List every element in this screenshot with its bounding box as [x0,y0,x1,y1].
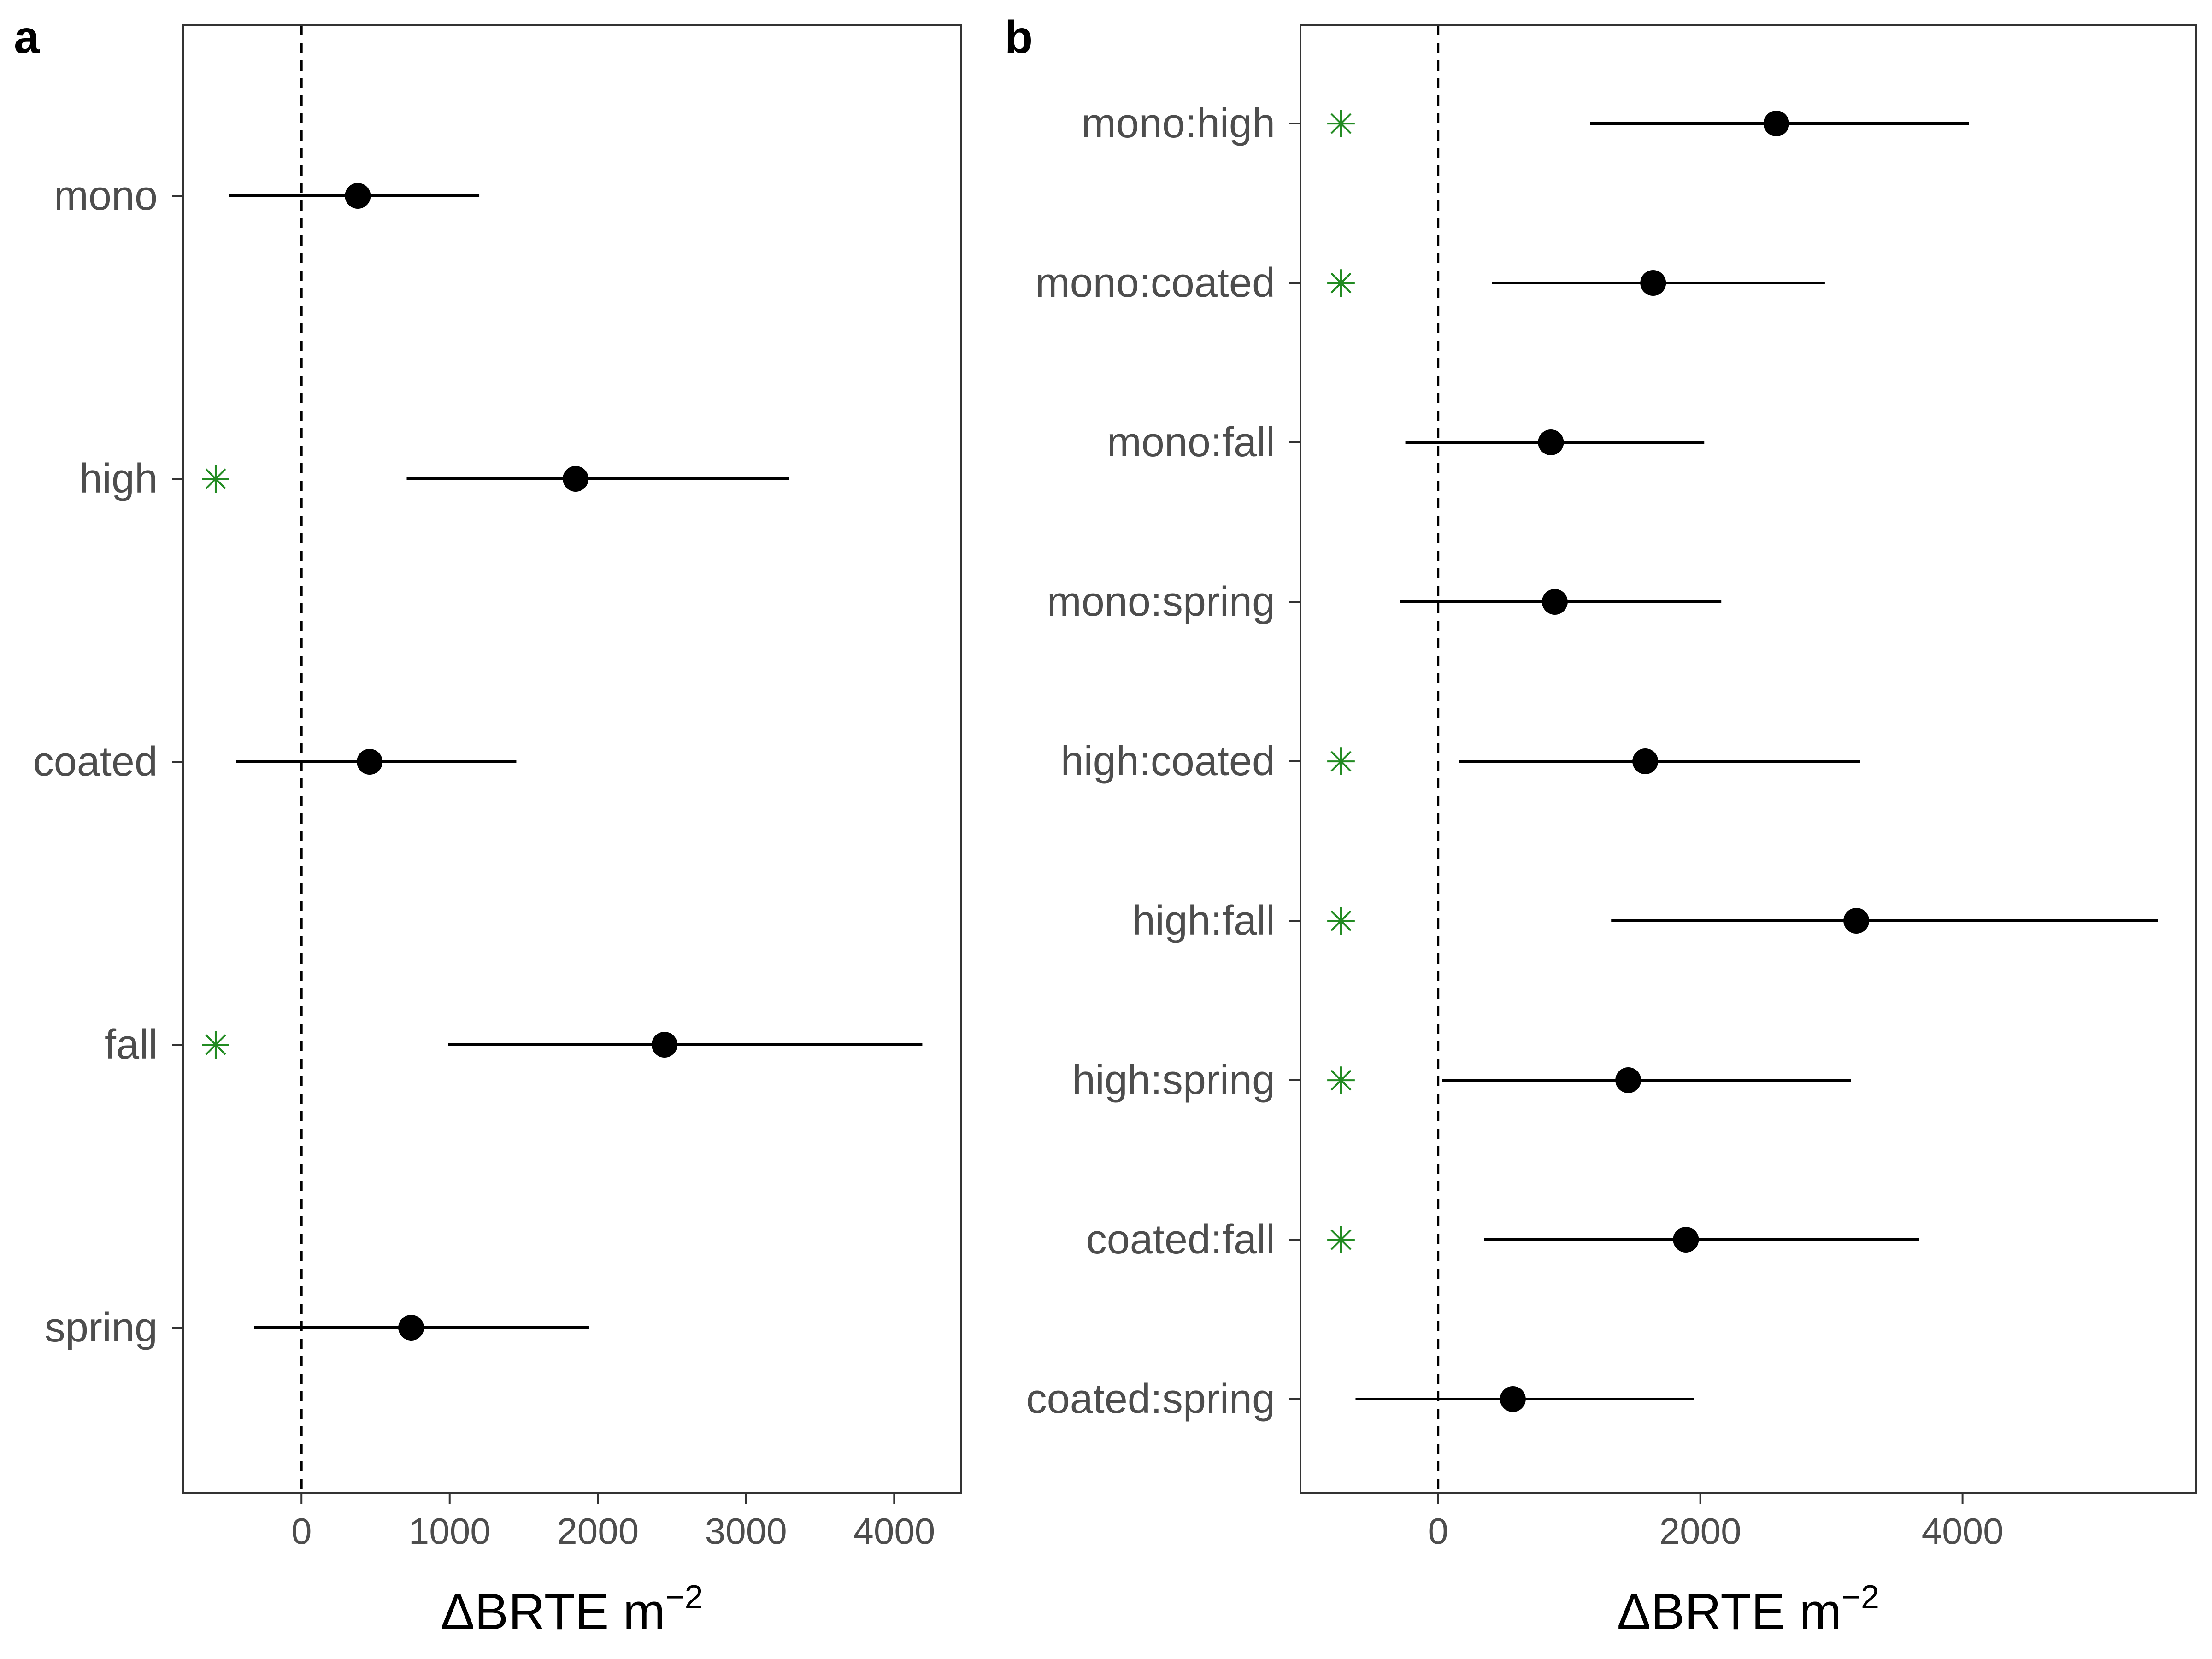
panel-b-category-axis: mono:high mono:coated mono:fall mono:spring… [1026,100,1300,1422]
panel-b-point [1615,1067,1641,1093]
panel-b-x-tick-label: 4000 [1922,1511,2004,1552]
panel-a-x-axis: 0 1000 2000 3000 4000 [291,1493,935,1552]
panel-b-x-tick-label: 2000 [1659,1511,1741,1552]
panel-b-significance-star: ✳ [1325,1219,1357,1263]
panel-a-category-label: fall [105,1022,158,1068]
panel-b-point [1541,589,1568,615]
panel-a-points [345,183,677,1341]
panel-a-tag: a [14,12,40,63]
panel-b-point [1673,1227,1699,1253]
panel-b-point [1843,908,1870,934]
panel-b-significance-star: ✳ [1325,900,1357,944]
panel-b-category-label: mono:high [1082,100,1275,147]
panel-b-category-label: mono:fall [1107,419,1275,465]
panel-a-significance-star: ✳ [200,458,232,502]
panel-a-x-axis-title-superscript: −2 [665,1579,703,1616]
panel-a-x-tick-label: 1000 [409,1511,491,1552]
panel-b-x-axis-title-text: ΔBRTE m [1617,1583,1841,1640]
panel-a-category-label: spring [45,1305,158,1351]
panel-a-point [563,466,589,492]
panel-b-significance-star: ✳ [1325,262,1357,306]
panel-a-category-label: mono [54,173,158,219]
panel-b-tag: b [1005,12,1033,63]
panel-b-point [1500,1386,1526,1412]
panel-b-significance-star: ✳ [1325,741,1357,784]
panel-a-significance-markers: ✳✳ [200,458,232,1068]
panel-a-point [345,183,371,209]
panel-b-point [1640,270,1666,296]
panel-b-category-label: high:fall [1132,898,1275,944]
panel-a-x-axis-title-text: ΔBRTE m [441,1583,665,1640]
panel-b-points [1500,111,1870,1412]
panel-a-category-axis: mono high coated fall spring [33,173,183,1351]
panel-b-category-label: mono:spring [1047,579,1275,625]
panel-b-category-label: high:coated [1061,738,1275,784]
panel-b-point [1632,748,1659,774]
panel-b-significance-star: ✳ [1325,103,1357,147]
panel-b-x-axis: 0 2000 4000 [1428,1493,2004,1552]
panel-a-x-tick-label: 3000 [705,1511,787,1552]
panel-a-point [651,1032,677,1058]
panel-a-point [398,1315,424,1341]
panel-b-frame [1300,24,2197,1494]
panel-b-significance-star: ✳ [1325,1059,1357,1103]
panel-a-x-tick-label: 4000 [853,1511,935,1552]
panel-b-x-axis-title: ΔBRTE m−2 [1617,1579,1879,1640]
panel-a-x-tick-label: 0 [291,1511,312,1552]
panel-a-frame [182,24,962,1494]
panel-b-category-label: coated:spring [1026,1376,1275,1422]
panel-b-point [1763,111,1789,136]
panel-a-point [357,749,383,775]
panel-b-x-axis-title-superscript: −2 [1841,1579,1879,1616]
panel-a-significance-star: ✳ [200,1024,232,1068]
panel-a-x-tick-label: 2000 [557,1511,639,1552]
panel-b-x-tick-label: 0 [1428,1511,1448,1552]
panel-a-category-label: coated [33,739,158,785]
panel-a-category-label: high [79,456,158,502]
panel-b-category-label: high:spring [1072,1057,1275,1103]
panel-a-x-axis-title: ΔBRTE m−2 [441,1579,703,1640]
panel-b-significance-markers: ✳ ✳ ✳ ✳ ✳ ✳ [1325,103,1357,1263]
panel-b-category-label: coated:fall [1086,1217,1275,1263]
panel-b: b mono:high mono:coated mono:fall mono:spri… [1005,12,2197,1640]
panel-b-point [1538,429,1564,455]
panel-b-category-label: mono:coated [1035,260,1275,306]
panel-b-intervals [1355,122,2158,1400]
